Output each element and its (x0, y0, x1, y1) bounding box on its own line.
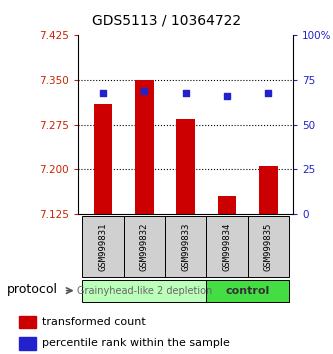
FancyBboxPatch shape (124, 216, 165, 277)
Point (100, 90, 106, 96)
Text: GSM999833: GSM999833 (181, 222, 190, 270)
Point (266, 90, 271, 96)
Text: percentile rank within the sample: percentile rank within the sample (42, 338, 230, 348)
Text: GSM999835: GSM999835 (264, 222, 273, 270)
FancyBboxPatch shape (82, 216, 124, 277)
Bar (94, 104, 112, 214)
Text: GSM999832: GSM999832 (140, 222, 149, 270)
FancyBboxPatch shape (82, 280, 206, 302)
Bar (19, 337, 36, 350)
Point (142, 88, 147, 94)
Bar (259, 166, 277, 214)
Text: GSM999834: GSM999834 (222, 222, 231, 270)
FancyBboxPatch shape (206, 216, 248, 277)
Text: transformed count: transformed count (42, 317, 146, 327)
Point (224, 93, 230, 99)
FancyBboxPatch shape (206, 280, 289, 302)
Bar (176, 119, 195, 214)
Bar (218, 196, 236, 214)
FancyBboxPatch shape (165, 216, 206, 277)
Text: protocol: protocol (7, 284, 58, 296)
Bar (19, 316, 36, 329)
FancyBboxPatch shape (248, 216, 289, 277)
Text: Grainyhead-like 2 depletion: Grainyhead-like 2 depletion (77, 286, 212, 296)
Point (183, 90, 188, 96)
Bar (135, 80, 154, 214)
Text: control: control (225, 286, 270, 296)
Text: GDS5113 / 10364722: GDS5113 / 10364722 (92, 13, 241, 28)
Text: GSM999831: GSM999831 (99, 222, 108, 270)
